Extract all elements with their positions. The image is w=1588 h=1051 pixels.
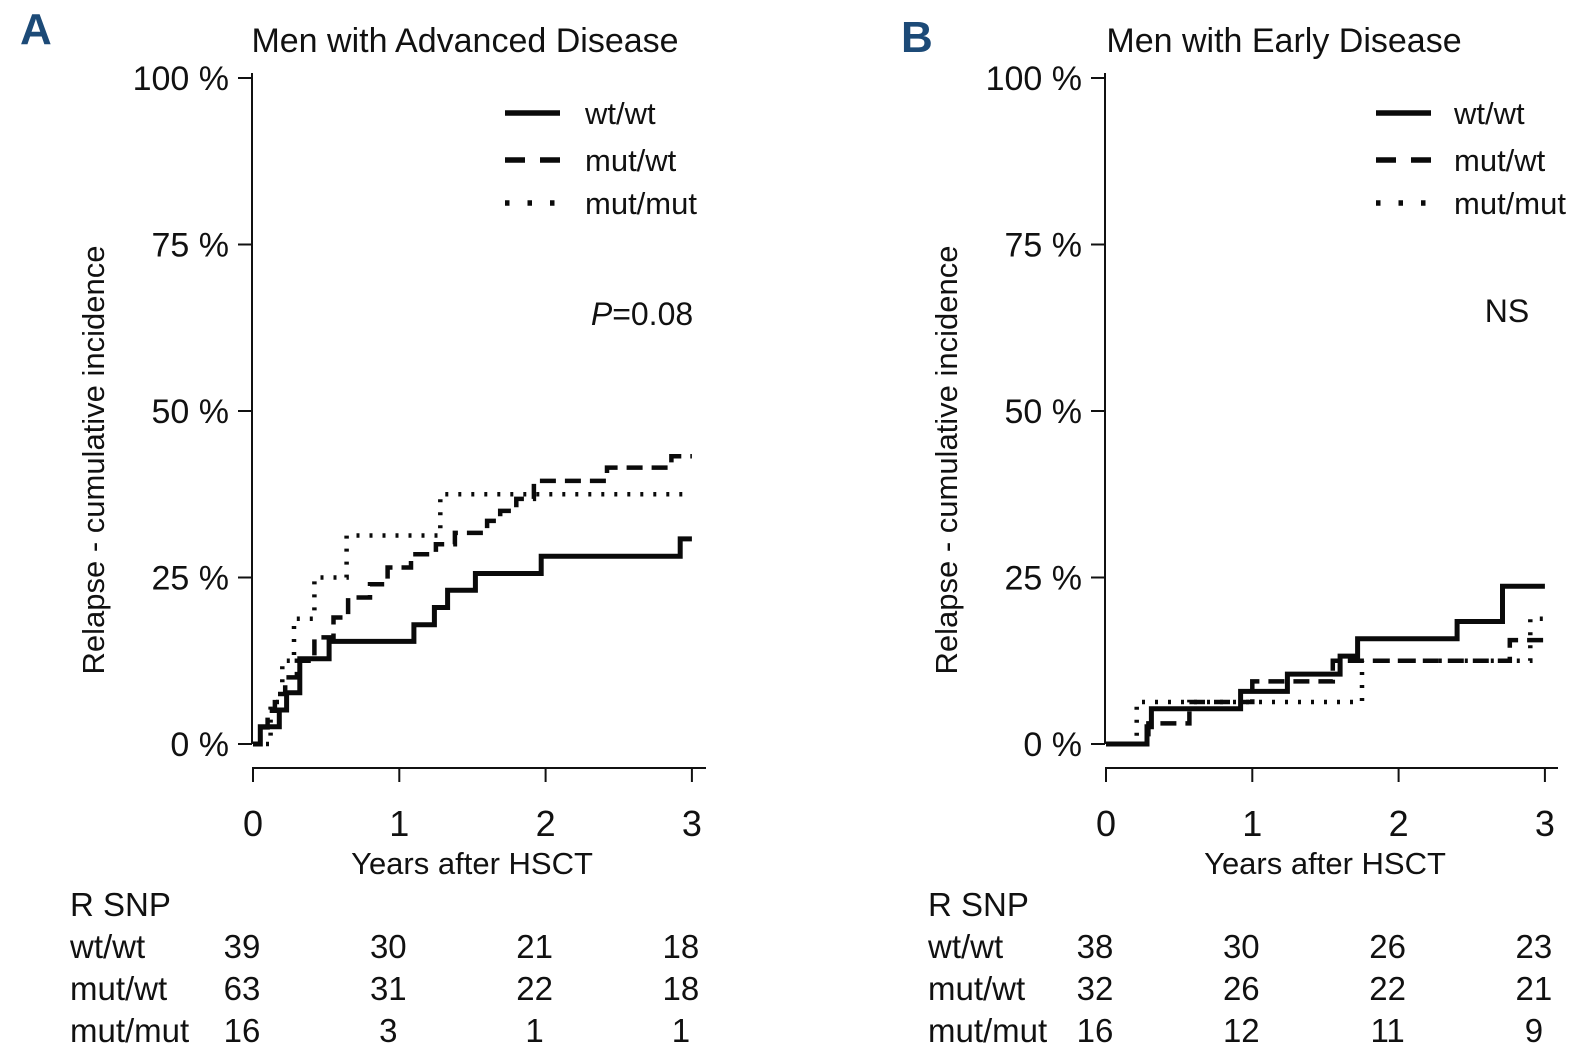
y-tick-label: 50 % bbox=[152, 393, 230, 431]
x-axis-title: Years after HSCT bbox=[351, 846, 593, 881]
x-tick-labels: 0 1 2 3 bbox=[1096, 803, 1555, 844]
risk-row-label: mut/wt bbox=[70, 970, 167, 1007]
risk-value: 32 bbox=[1077, 970, 1114, 1007]
y-tick-label: 0 % bbox=[170, 726, 229, 764]
y-tick-label: 25 % bbox=[1005, 560, 1083, 598]
risk-value: 16 bbox=[1077, 1012, 1114, 1049]
legend-label: mut/mut bbox=[1454, 186, 1566, 221]
x-tick-label: 2 bbox=[536, 803, 556, 844]
panel-a: 0 % 25 % 50 % 75 % 100 % Relapse - cumulative… bbox=[69, 60, 706, 1049]
legend-label: wt/wt bbox=[584, 96, 656, 131]
y-tick-labels: 0 % 25 % 50 % 75 % 100 % bbox=[986, 60, 1082, 764]
risk-value: 31 bbox=[370, 970, 407, 1007]
risk-value: 1 bbox=[525, 1012, 543, 1049]
x-tick-label: 0 bbox=[1096, 803, 1116, 844]
curve-wt-wt bbox=[1106, 583, 1545, 747]
risk-value: 63 bbox=[224, 970, 261, 1007]
risk-table-header: R SNP bbox=[928, 886, 1029, 923]
curve-mut-wt bbox=[1106, 637, 1545, 747]
y-tick-label: 100 % bbox=[133, 60, 229, 98]
x-tick-label: 2 bbox=[1389, 803, 1409, 844]
risk-value: 11 bbox=[1370, 1012, 1404, 1049]
annotation: P=0.08 bbox=[591, 296, 693, 332]
curve-mut-wt bbox=[253, 454, 692, 747]
y-tick-label: 75 % bbox=[1005, 227, 1083, 265]
panel-a-title: Men with Advanced Disease bbox=[251, 22, 679, 60]
risk-value: 26 bbox=[1223, 970, 1260, 1007]
annotation: NS bbox=[1485, 293, 1529, 329]
y-tick-labels: 0 % 25 % 50 % 75 % 100 % bbox=[133, 60, 229, 764]
risk-value: 16 bbox=[224, 1012, 261, 1049]
risk-value: 22 bbox=[1369, 970, 1406, 1007]
risk-value: 38 bbox=[1077, 928, 1114, 965]
legend-label: mut/mut bbox=[585, 186, 697, 221]
legend-label: wt/wt bbox=[1453, 96, 1525, 131]
risk-row-label: wt/wt bbox=[927, 928, 1003, 965]
legend: wt/wt mut/wt mut/mut bbox=[1376, 96, 1566, 221]
x-tick-label: 3 bbox=[682, 803, 702, 844]
panel-b: 0 % 25 % 50 % 75 % 100 % Relapse - cumulative… bbox=[927, 60, 1566, 1049]
y-axis bbox=[238, 73, 253, 745]
risk-value: 21 bbox=[1516, 970, 1553, 1007]
risk-value: 3 bbox=[379, 1012, 397, 1049]
x-tick-label: 0 bbox=[243, 803, 263, 844]
risk-row-label: mut/wt bbox=[928, 970, 1025, 1007]
risk-table-header: R SNP bbox=[70, 886, 171, 923]
risk-value: 22 bbox=[516, 970, 553, 1007]
x-tick-labels: 0 1 2 3 bbox=[243, 803, 702, 844]
risk-value: 30 bbox=[1223, 928, 1260, 965]
risk-value: 1 bbox=[672, 1012, 690, 1049]
risk-row-label: wt/wt bbox=[69, 928, 145, 965]
y-axis-title: Relapse - cumulative incidence bbox=[929, 245, 964, 674]
risk-value: 26 bbox=[1369, 928, 1406, 965]
risk-row-label: mut/mut bbox=[928, 1012, 1047, 1049]
y-axis bbox=[1091, 73, 1106, 745]
legend-label: mut/wt bbox=[1454, 143, 1546, 178]
x-axis bbox=[252, 767, 706, 782]
risk-row-label: mut/mut bbox=[70, 1012, 189, 1049]
risk-value: 9 bbox=[1525, 1012, 1543, 1049]
curve-wt-wt bbox=[253, 536, 692, 747]
risk-value: 23 bbox=[1516, 928, 1553, 965]
risk-value: 30 bbox=[370, 928, 407, 965]
legend: wt/wt mut/wt mut/mut bbox=[505, 96, 697, 221]
panel-b-label: B bbox=[901, 13, 933, 62]
risk-table: R SNP wt/wt 38 30 26 23 mut/wt 32 26 22 21 mut/mut 1… bbox=[927, 886, 1552, 1049]
risk-value: 39 bbox=[224, 928, 261, 965]
y-tick-label: 100 % bbox=[986, 60, 1082, 98]
y-tick-label: 75 % bbox=[152, 227, 230, 265]
y-tick-label: 50 % bbox=[1005, 393, 1083, 431]
x-axis-title: Years after HSCT bbox=[1204, 846, 1446, 881]
x-tick-label: 1 bbox=[389, 803, 409, 844]
x-tick-label: 3 bbox=[1535, 803, 1555, 844]
x-tick-label: 1 bbox=[1242, 803, 1262, 844]
y-tick-label: 0 % bbox=[1023, 726, 1082, 764]
risk-value: 18 bbox=[663, 970, 700, 1007]
risk-value: 12 bbox=[1223, 1012, 1260, 1049]
y-tick-label: 25 % bbox=[152, 560, 230, 598]
y-axis-title: Relapse - cumulative incidence bbox=[76, 245, 111, 674]
panel-b-title: Men with Early Disease bbox=[1106, 22, 1462, 60]
risk-value: 18 bbox=[663, 928, 700, 965]
panel-a-label: A bbox=[20, 5, 52, 54]
legend-label: mut/wt bbox=[585, 143, 677, 178]
x-axis bbox=[1105, 767, 1558, 782]
risk-value: 21 bbox=[516, 928, 553, 965]
